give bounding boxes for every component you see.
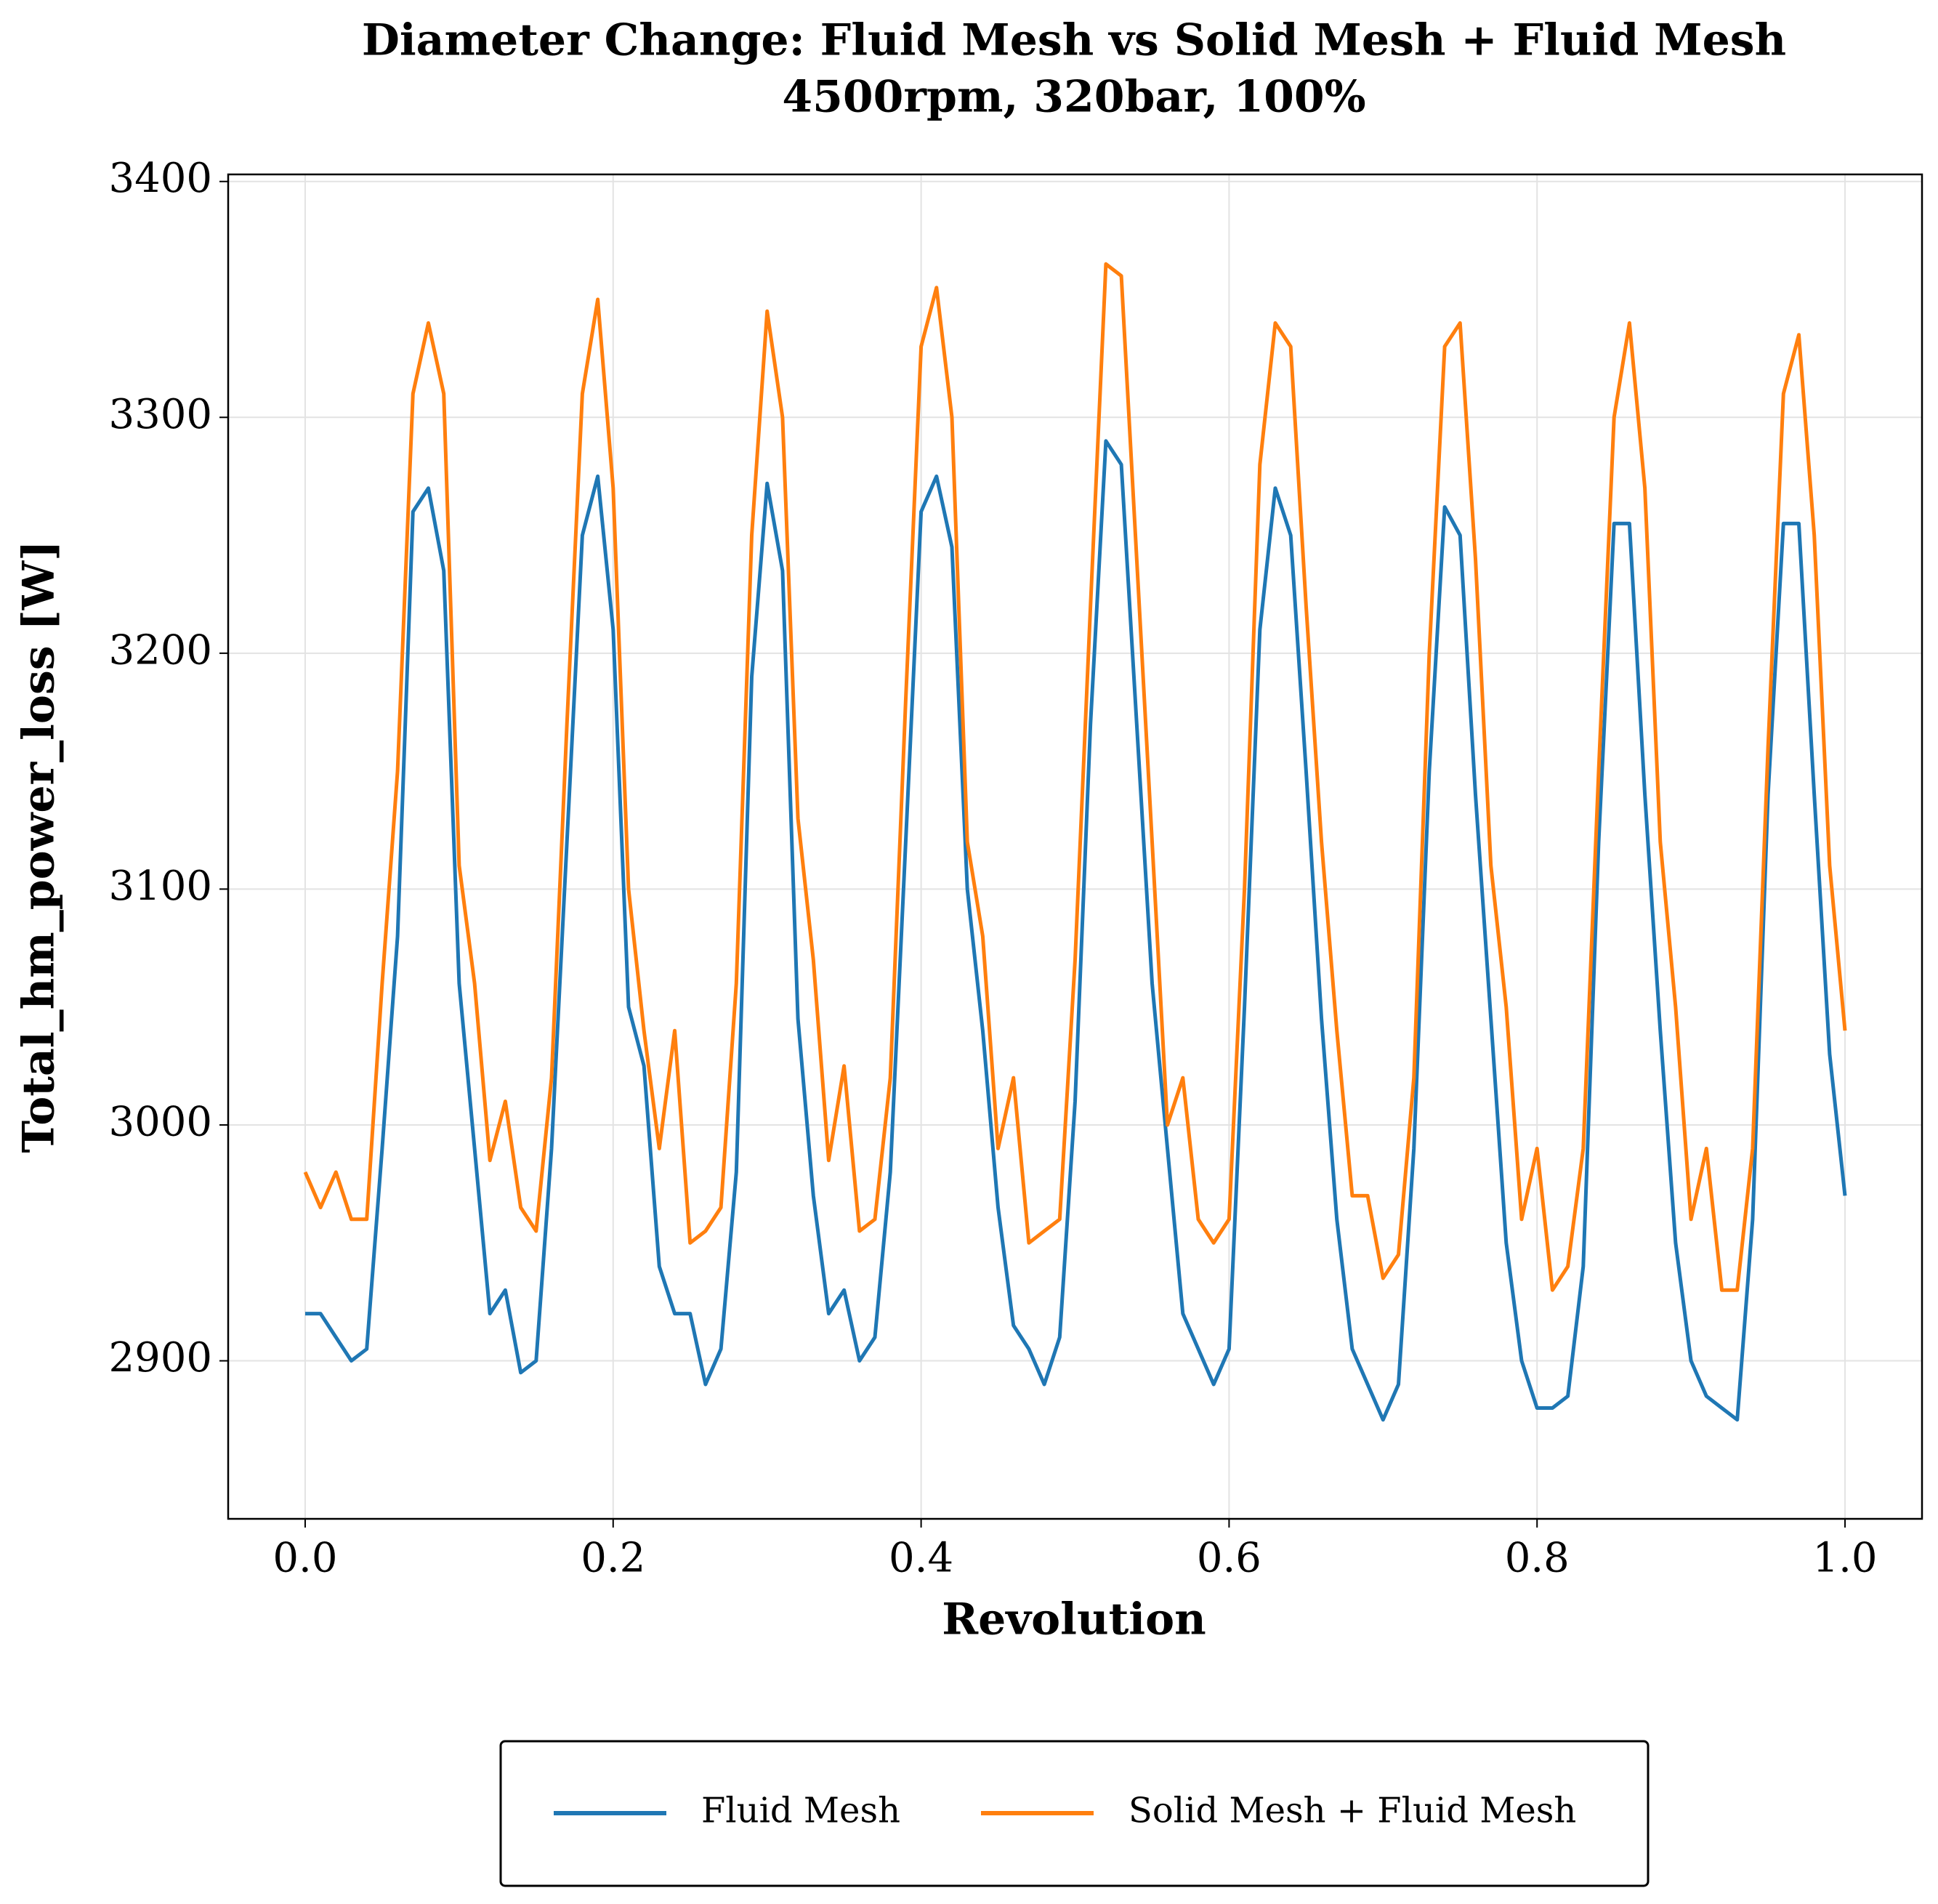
y-tick-label: 3200 <box>108 626 212 674</box>
x-tick-label: 0.8 <box>1505 1535 1570 1582</box>
chart-subtitle: 4500rpm, 320bar, 100% <box>782 72 1365 123</box>
x-tick-label: 0.2 <box>581 1535 645 1582</box>
plot-frame <box>227 173 1923 1520</box>
y-tick-label: 2900 <box>108 1334 212 1381</box>
x-tick-label: 1.0 <box>1813 1535 1878 1582</box>
y-axis-label: Total_hm_power_loss [W] <box>14 540 65 1153</box>
y-tick-label: 3400 <box>108 155 212 202</box>
y-tick-label: 3100 <box>108 863 212 910</box>
series-line <box>305 439 1847 1422</box>
legend-label: Fluid Mesh <box>701 1791 900 1831</box>
legend-label: Solid Mesh + Fluid Mesh <box>1129 1791 1576 1831</box>
x-tick-label: 0.6 <box>1197 1535 1261 1582</box>
x-axis-label: Revolution <box>942 1594 1206 1645</box>
x-tick-label: 0.0 <box>272 1535 337 1582</box>
series-line <box>303 262 1847 1292</box>
y-tick-label: 3300 <box>108 391 212 438</box>
chart-title: Diameter Change: Fluid Mesh vs Solid Mes… <box>362 15 1786 66</box>
y-tick-label: 3000 <box>108 1098 212 1145</box>
x-tick-label: 0.4 <box>889 1535 953 1582</box>
